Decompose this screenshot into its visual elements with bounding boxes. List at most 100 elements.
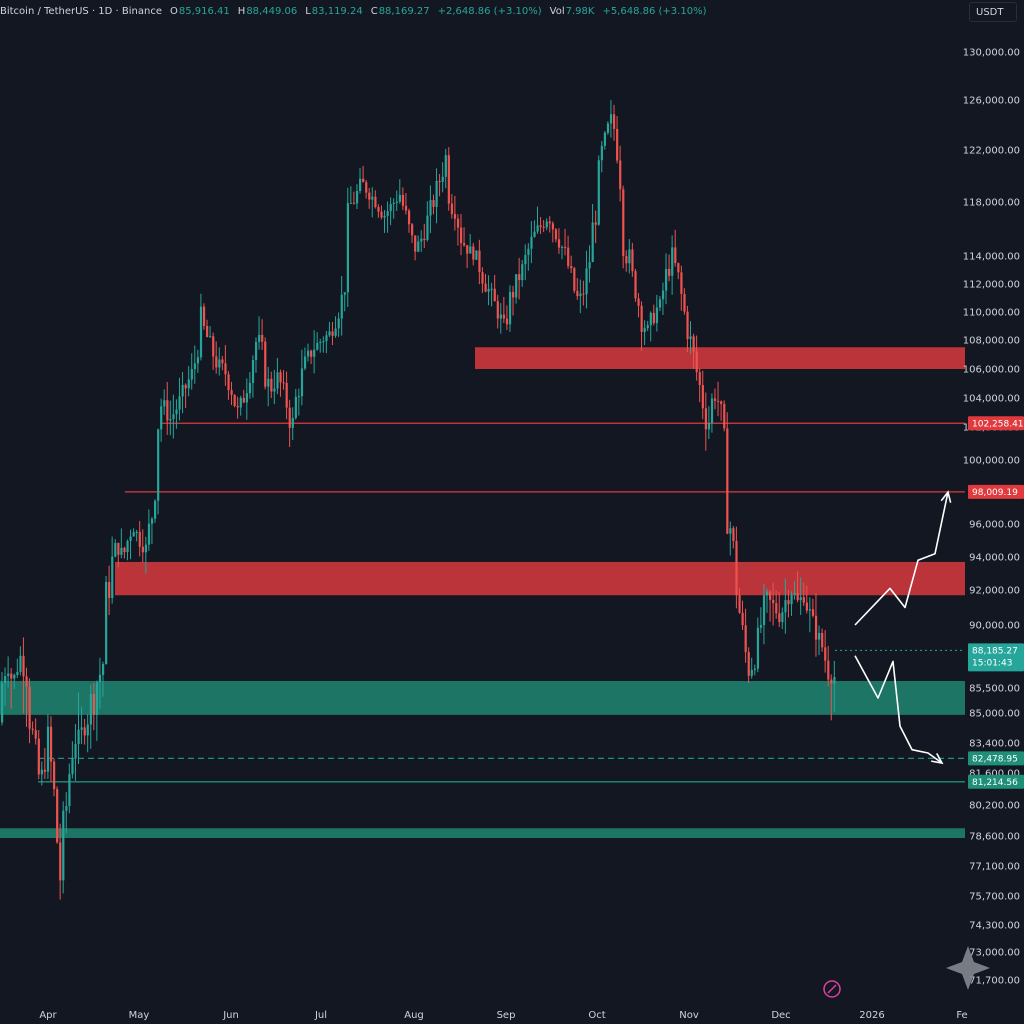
candle-body	[56, 789, 59, 843]
candle	[328, 321, 331, 338]
candle-body	[818, 633, 821, 640]
candle-body	[126, 540, 129, 553]
candle-body	[404, 205, 408, 211]
candle-body	[441, 176, 444, 182]
candle	[747, 647, 750, 684]
candle	[10, 668, 13, 709]
candle	[34, 718, 37, 745]
candle	[692, 333, 695, 369]
candle-body	[741, 612, 744, 626]
candle-body	[138, 531, 141, 547]
candle-body	[738, 595, 741, 613]
candle-body	[554, 229, 558, 240]
candle	[22, 637, 25, 714]
candle-body	[74, 744, 77, 759]
candle-body	[7, 673, 10, 677]
high-label: H	[237, 5, 246, 17]
candle-body	[92, 694, 95, 715]
support-zone-2[interactable]	[0, 681, 965, 715]
candle-body	[328, 331, 331, 336]
candle-body	[493, 288, 496, 302]
change-value: +2,648.86 (+3.10%)	[437, 5, 542, 17]
candle	[729, 521, 732, 556]
price-axis[interactable]: 130,000.00 126,000.00 122,000.00 118,000.00…	[963, 48, 1020, 987]
projection-down-arrow[interactable]	[854, 655, 943, 764]
candle	[325, 331, 328, 354]
candle	[512, 285, 515, 316]
candle-body	[71, 758, 74, 775]
candle	[132, 528, 135, 537]
price-tick-label: 85,000.00	[969, 709, 1020, 720]
candle-body	[114, 543, 117, 557]
candle	[334, 316, 337, 338]
time-axis[interactable]: Apr May Jun Jul Aug Sep Oct Nov Dec 2026 Fe	[39, 1010, 967, 1021]
candle	[288, 399, 291, 447]
candle-body	[368, 192, 371, 200]
candle-body	[89, 694, 92, 725]
candle-body	[524, 254, 527, 265]
candle	[585, 250, 588, 309]
candle	[821, 628, 824, 652]
candle-body	[25, 676, 28, 687]
candle	[472, 242, 475, 266]
candle	[181, 371, 184, 414]
candle	[273, 369, 276, 405]
candle-body	[68, 774, 71, 807]
candle-body	[325, 335, 328, 342]
candle	[56, 786, 59, 844]
open-value: 85,916.41	[178, 5, 230, 17]
candle	[606, 121, 610, 135]
currency-selector[interactable]: USDT	[969, 2, 1017, 22]
candle-body	[766, 591, 769, 596]
resistance-zone-1[interactable]	[115, 561, 965, 596]
candle	[655, 294, 659, 332]
support-level-badge-3	[968, 774, 1024, 789]
price-tick-label: 75,700.00	[969, 892, 1020, 903]
candle	[371, 187, 374, 218]
projection-up-arrow[interactable]	[854, 491, 949, 626]
candle-body	[830, 679, 833, 684]
candle	[359, 167, 362, 194]
candle-body	[628, 249, 631, 264]
candle-body	[135, 531, 138, 533]
candle	[242, 389, 245, 404]
candle	[481, 267, 484, 293]
candle-body	[542, 226, 545, 228]
candle	[533, 220, 536, 238]
volume-value: 7.98K	[565, 5, 595, 17]
candle-body	[294, 396, 297, 418]
candle	[799, 577, 802, 615]
candle-body	[285, 382, 288, 408]
time-tick-label: May	[129, 1010, 150, 1021]
candle-body	[631, 249, 634, 272]
candle	[227, 370, 230, 400]
resistance-level-badge-1-text: 98,009.19	[972, 488, 1018, 498]
candle	[674, 229, 677, 267]
candle	[478, 239, 481, 285]
price-tick-label: 74,300.00	[969, 921, 1020, 932]
candle	[74, 724, 77, 781]
candle-body	[423, 238, 426, 240]
candle	[236, 396, 239, 419]
price-tick-label: 96,000.00	[969, 520, 1020, 531]
candle	[175, 399, 178, 429]
candle-body	[557, 239, 561, 248]
candle	[43, 748, 47, 779]
support-zone-3[interactable]	[0, 828, 965, 838]
candle-body	[129, 536, 132, 541]
symbol-title[interactable]: Bitcoin / TetherUS · 1D · Binance	[0, 5, 162, 17]
price-tick-label: 78,600.00	[969, 832, 1020, 843]
candle-body	[726, 428, 729, 534]
volume-label: Vol	[549, 5, 565, 17]
candle-body	[527, 248, 530, 255]
candle-body	[221, 359, 224, 364]
candle-body	[117, 543, 120, 555]
candle	[101, 661, 105, 697]
candle-body	[460, 227, 463, 244]
candle-body	[622, 189, 625, 257]
candle-body	[417, 241, 420, 252]
candle	[827, 645, 830, 687]
resistance-zone-0[interactable]	[475, 347, 965, 369]
candle-body	[533, 231, 536, 237]
